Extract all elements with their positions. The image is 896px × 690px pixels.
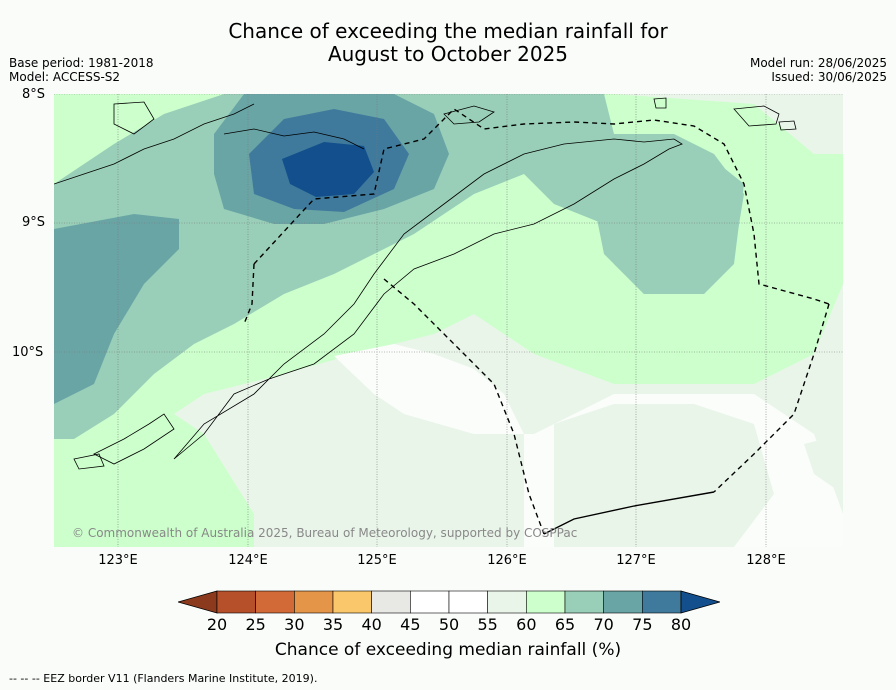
colorbar-cell xyxy=(255,590,295,614)
colorbar-cell xyxy=(603,590,643,614)
colorbar-tick-label: 35 xyxy=(322,615,344,634)
colorbar-cell xyxy=(371,590,411,614)
issued-date: Issued: 30/06/2025 xyxy=(771,70,887,84)
colorbar-tick-label: 25 xyxy=(245,615,266,634)
eez-legend: -- -- -- EEZ border V11 (Flanders Marine… xyxy=(9,672,318,685)
colorbar-tick-label: 20 xyxy=(206,615,228,634)
lat-label-9s: 9°S xyxy=(22,215,46,230)
eez-boundary-solid xyxy=(543,491,715,535)
colorbar-arrow-low xyxy=(178,590,218,614)
colorbar-tick-label: 75 xyxy=(632,615,653,634)
model-run: Model run: 28/06/2025 xyxy=(749,56,887,70)
meta-left: Base period: 1981-2018 Model: ACCESS-S2 xyxy=(9,56,154,84)
lon-label-124e: 124°E xyxy=(228,553,268,568)
rainfall-map xyxy=(54,94,843,547)
lon-label-123e: 123°E xyxy=(98,553,138,568)
alor-coast xyxy=(223,128,365,150)
base-period: Base period: 1981-2018 xyxy=(9,56,154,70)
contour-55-60-patch xyxy=(554,404,774,547)
colorbar-tick-label: 50 xyxy=(438,615,460,634)
lon-label-125e: 125°E xyxy=(357,553,397,568)
flores-coast xyxy=(54,103,255,185)
title-line-1: Chance of exceeding the median rainfall … xyxy=(228,19,668,43)
lat-label-8s: 8°S xyxy=(22,87,46,102)
lat-label-10s: 10°S xyxy=(12,345,44,360)
colorbar-tick-label: 60 xyxy=(516,615,537,634)
colorbar-cell xyxy=(448,590,488,614)
meta-right: Model run: 28/06/2025 Issued: 30/06/2025 xyxy=(750,56,887,84)
timor-coast xyxy=(173,138,683,460)
contour-80-plus xyxy=(282,142,374,197)
colorbar-cell xyxy=(410,590,450,614)
colorbar-cell xyxy=(487,590,527,614)
eez-south xyxy=(383,278,545,535)
lon-label-128e: 128°E xyxy=(746,553,786,568)
colorbar-tick-label: 30 xyxy=(284,615,305,634)
colorbar-tick-label: 80 xyxy=(670,615,692,634)
lon-label-127e: 127°E xyxy=(616,553,656,568)
colorbar-cell xyxy=(294,590,334,614)
eez-border xyxy=(243,108,830,535)
eez-north xyxy=(253,108,830,305)
colorbar-cell xyxy=(526,590,566,614)
colorbar-tick-label: 45 xyxy=(400,615,421,634)
colorbar-cell xyxy=(332,590,372,614)
rote-coast xyxy=(73,453,105,470)
leti-coast xyxy=(733,105,780,127)
colorbar-tick-label: 40 xyxy=(361,615,382,634)
eez-east xyxy=(713,303,830,493)
title-line-2: August to October 2025 xyxy=(327,42,569,66)
colorbar-tick-label: 70 xyxy=(593,615,614,634)
contour-65-70-east xyxy=(594,144,744,294)
colorbar xyxy=(178,590,720,614)
kisar-coast xyxy=(653,97,667,109)
graticule xyxy=(54,94,843,547)
colorbar-cell xyxy=(216,590,256,614)
semau-coast xyxy=(93,413,175,465)
coastlines xyxy=(54,97,797,470)
map-title: Chance of exceeding the median rainfall … xyxy=(0,20,896,66)
eez-southeast xyxy=(543,491,715,535)
eez-west-link xyxy=(243,263,255,325)
moa-coast xyxy=(778,120,797,131)
colorbar-cell xyxy=(642,590,682,614)
contour-70-75 xyxy=(54,214,179,404)
pantar-coast xyxy=(113,101,155,135)
wetar-coast xyxy=(443,105,495,125)
lon-label-126e: 126°E xyxy=(487,553,527,568)
model-name: Model: ACCESS-S2 xyxy=(9,70,121,84)
copyright-notice: © Commonwealth of Australia 2025, Bureau… xyxy=(72,526,578,540)
colorbar-cells xyxy=(178,590,720,614)
contour-60-65-patch xyxy=(804,434,843,494)
colorbar-tick-label: 55 xyxy=(477,615,498,634)
colorbar-label: Chance of exceeding median rainfall (%) xyxy=(274,640,622,660)
colorbar-cell xyxy=(564,590,604,614)
colorbar-arrow-high xyxy=(680,590,720,614)
colorbar-tick-label: 65 xyxy=(554,615,576,634)
